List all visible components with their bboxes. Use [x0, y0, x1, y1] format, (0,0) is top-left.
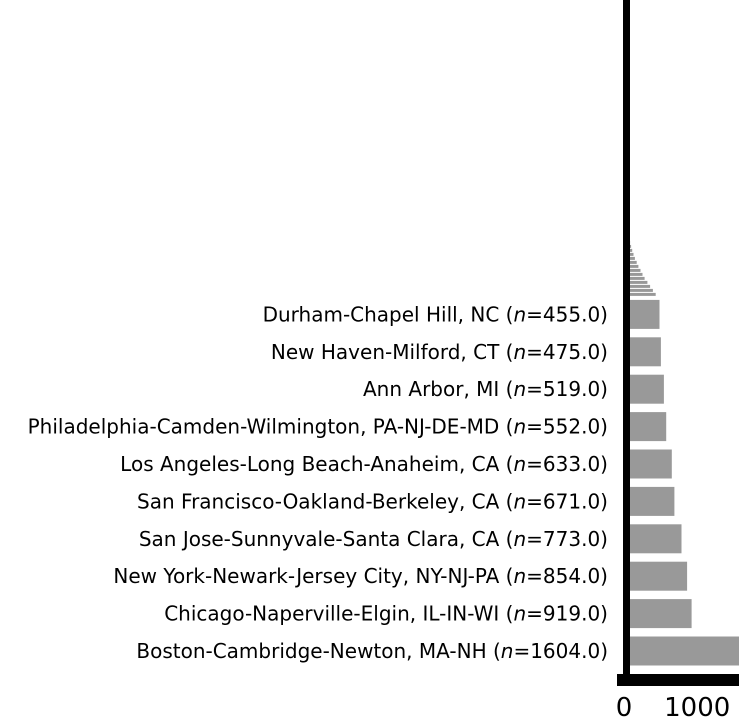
bar	[628, 299, 660, 329]
category-label: San Francisco-Oakland-Berkeley, CA (n=67…	[137, 489, 608, 513]
tail-bar	[628, 260, 637, 264]
bar	[628, 524, 682, 554]
tail-bar	[628, 272, 643, 276]
tail-bar	[628, 280, 648, 284]
category-label: New York-Newark-Jersey City, NY-NJ-PA (n…	[113, 564, 608, 588]
bar	[628, 636, 739, 666]
tail-bar	[628, 276, 645, 280]
x-axis-spine	[617, 674, 739, 686]
tail-bar	[628, 268, 641, 272]
tail-bar	[628, 256, 635, 260]
x-tick-labels-group: 0 1000	[616, 693, 731, 722]
category-labels-group: Boston-Cambridge-Newton, MA-NH (n=1604.0…	[28, 302, 608, 663]
bar	[628, 599, 692, 629]
bars-group	[628, 232, 739, 666]
tail-bar	[628, 284, 651, 288]
bar	[628, 561, 688, 591]
category-label: Boston-Cambridge-Newton, MA-NH (n=1604.0…	[136, 639, 608, 663]
category-label: Chicago-Naperville-Elgin, IL-IN-WI (n=91…	[164, 602, 608, 626]
tail-bar	[628, 288, 653, 292]
x-tick-label: 0	[616, 693, 633, 722]
category-label: Los Angeles-Long Beach-Anaheim, CA (n=63…	[120, 452, 608, 476]
bar	[628, 412, 667, 442]
y-axis-spine	[623, 0, 630, 686]
category-label: Ann Arbor, MI (n=519.0)	[363, 377, 608, 401]
bar	[628, 486, 675, 516]
category-label: Durham-Chapel Hill, NC (n=455.0)	[263, 302, 608, 326]
tail-bar	[628, 264, 639, 268]
category-label: San Jose-Sunnyvale-Santa Clara, CA (n=77…	[139, 527, 608, 551]
tail-bar	[628, 252, 634, 256]
bar	[628, 449, 672, 479]
bar	[628, 337, 661, 367]
tail-bar	[628, 292, 656, 296]
category-label: Philadelphia-Camden-Wilmington, PA-NJ-DE…	[28, 415, 608, 439]
bar	[628, 374, 664, 404]
x-tick-label: 1000	[664, 693, 730, 722]
tail-bar	[628, 248, 633, 252]
category-label: New Haven-Milford, CT (n=475.0)	[271, 340, 608, 364]
